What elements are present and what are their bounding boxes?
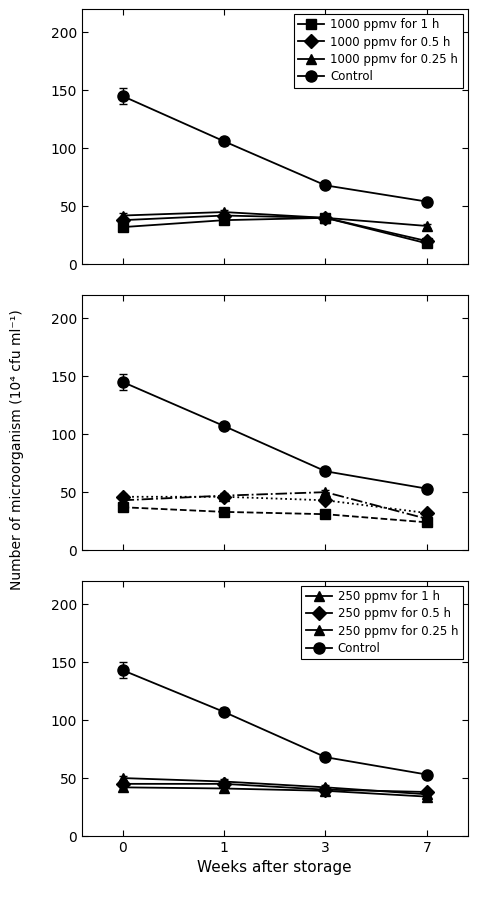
Legend: 1000 ppmv for 1 h, 1000 ppmv for 0.5 h, 1000 ppmv for 0.25 h, Control: 1000 ppmv for 1 h, 1000 ppmv for 0.5 h, … [294,13,463,87]
X-axis label: Weeks after storage: Weeks after storage [198,860,352,876]
Text: Number of microorganism (10⁴ cfu ml⁻¹): Number of microorganism (10⁴ cfu ml⁻¹) [10,309,24,590]
Legend: 250 ppmv for 1 h, 250 ppmv for 0.5 h, 250 ppmv for 0.25 h, Control: 250 ppmv for 1 h, 250 ppmv for 0.5 h, 25… [301,585,463,659]
